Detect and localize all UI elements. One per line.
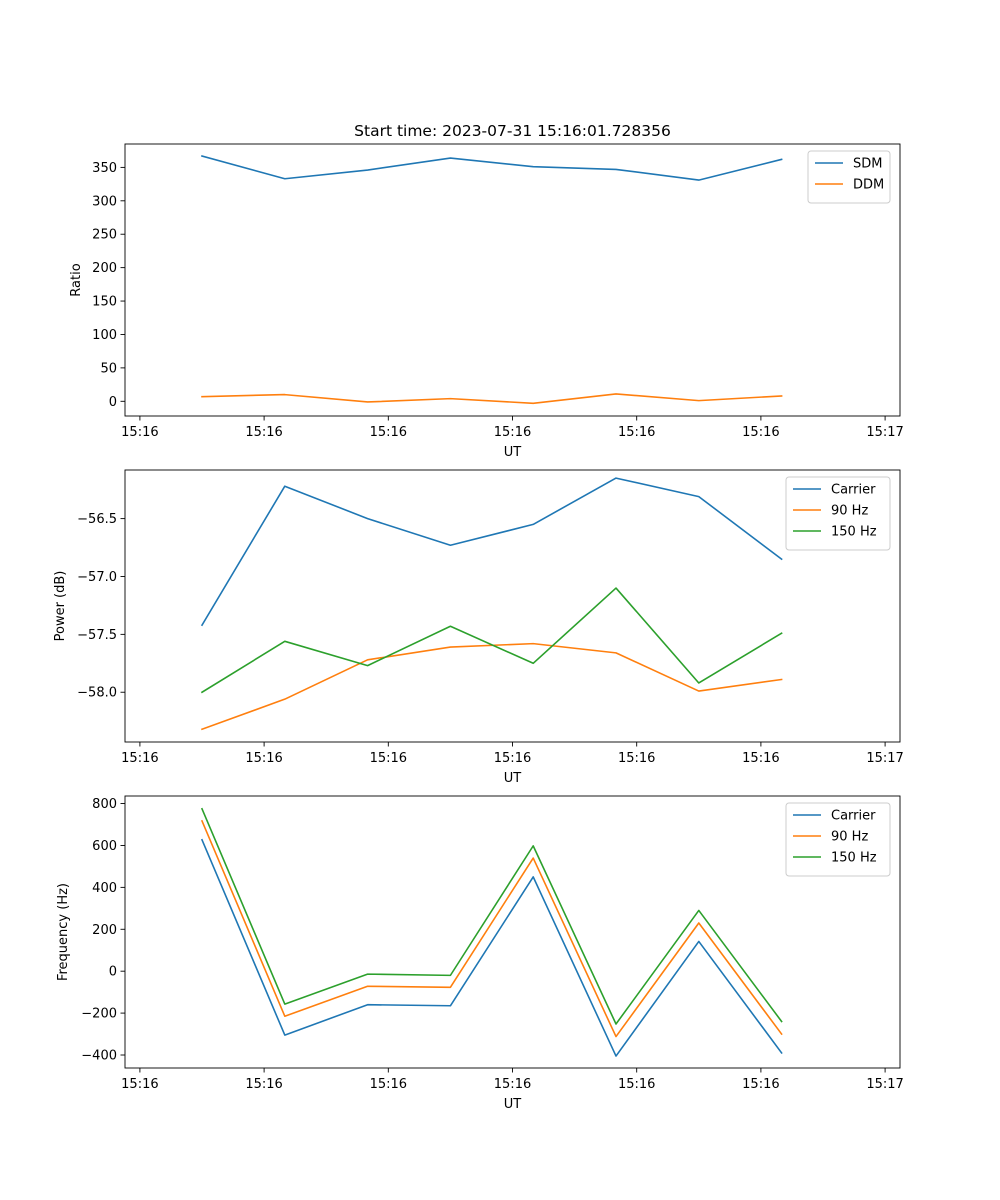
- frequency-legend-label-150-hz: 150 Hz: [831, 851, 877, 866]
- power-legend-label-150-hz: 150 Hz: [831, 525, 877, 540]
- power-legend-label-carrier: Carrier: [831, 483, 876, 498]
- ratio-y-tick-label: 200: [92, 261, 117, 276]
- power-series-line-150-hz: [200, 587, 783, 694]
- frequency-series-line-150-hz: [200, 807, 783, 1025]
- ratio-legend: [807, 150, 891, 204]
- frequency-x-axis-label: UT: [504, 1097, 522, 1112]
- ratio-series-line-sdm: [201, 155, 783, 181]
- ratio-x-tick-label: 15:16: [121, 425, 158, 440]
- frequency-y-tick-label: −400: [81, 1049, 117, 1064]
- power-x-tick-label: 15:16: [245, 751, 282, 766]
- ratio-series-line-ddm: [201, 393, 783, 405]
- ratio-plot-area: [125, 144, 900, 416]
- power-x-tick-label: 15:16: [121, 751, 158, 766]
- figure-title: Start time: 2023-07-31 15:16:01.728356: [354, 122, 671, 140]
- power-series-line-carrier: [200, 477, 783, 627]
- power-legend-label-90-hz: 90 Hz: [831, 504, 868, 519]
- power-x-axis-label: UT: [504, 771, 522, 786]
- ratio-x-tick-label: 15:16: [494, 425, 531, 440]
- ratio-y-tick-label: 100: [92, 328, 117, 343]
- frequency-x-tick-label: 15:17: [866, 1077, 903, 1092]
- power-x-tick-label: 15:16: [494, 751, 531, 766]
- frequency-panel: 15:16 15:16 15:16 15:16 15:16 15:16 15:17 −400 −…: [56, 795, 904, 1112]
- frequency-series-line-90-hz: [200, 819, 783, 1038]
- frequency-x-tick-label: 15:16: [121, 1077, 158, 1092]
- power-panel: 15:16 15:16 15:16 15:16 15:16 15:16 15:17 −58.0…: [53, 469, 904, 786]
- ratio-axes-frame: [124, 143, 901, 417]
- power-y-tick-label: −57.5: [77, 628, 117, 643]
- ratio-x-tick-label: 15:16: [742, 425, 779, 440]
- power-y-tick-label: −58.0: [77, 686, 117, 701]
- ratio-y-tick-label: 0: [109, 395, 117, 410]
- frequency-y-axis-label: Frequency (Hz): [56, 883, 71, 981]
- frequency-legend-label-carrier: Carrier: [831, 809, 876, 824]
- ratio-y-tick-label: 50: [100, 361, 117, 376]
- power-x-tick-label: 15:16: [618, 751, 655, 766]
- ratio-panel: 15:16 15:16 15:16 15:16 15:16 15:16 15:17 0 50 10…: [69, 143, 904, 460]
- ratio-x-tick-label: 15:16: [618, 425, 655, 440]
- ratio-x-axis-label: UT: [504, 445, 522, 460]
- frequency-y-tick-label: 600: [92, 839, 117, 854]
- frequency-x-tick-label: 15:16: [245, 1077, 282, 1092]
- frequency-axes-frame: [124, 795, 901, 1069]
- power-y-axis-label: Power (dB): [53, 571, 68, 642]
- power-y-tick-label: −56.5: [77, 512, 117, 527]
- power-x-tick-label: 15:16: [370, 751, 407, 766]
- ratio-legend-label-sdm: SDM: [853, 157, 882, 172]
- frequency-x-tick-label: 15:16: [742, 1077, 779, 1092]
- frequency-y-tick-label: 400: [92, 881, 117, 896]
- frequency-x-tick-label: 15:16: [370, 1077, 407, 1092]
- ratio-x-tick-label: 15:16: [370, 425, 407, 440]
- ratio-y-tick-label: 150: [92, 295, 117, 310]
- frequency-x-tick-label: 15:16: [618, 1077, 655, 1092]
- power-axes-frame: [124, 469, 901, 743]
- ratio-x-tick-label: 15:17: [866, 425, 903, 440]
- ratio-legend-label-ddm: DDM: [853, 178, 884, 193]
- ratio-y-tick-label: 350: [92, 161, 117, 176]
- power-x-tick-label: 15:17: [866, 751, 903, 766]
- frequency-legend-label-90-hz: 90 Hz: [831, 830, 868, 845]
- power-plot-area: [125, 470, 900, 742]
- power-x-tick-label: 15:16: [742, 751, 779, 766]
- ratio-y-tick-label: 300: [92, 194, 117, 209]
- ratio-x-tick-label: 15:16: [245, 425, 282, 440]
- ratio-y-axis-label: Ratio: [69, 263, 84, 296]
- frequency-y-tick-label: 200: [92, 923, 117, 938]
- frequency-y-tick-label: 800: [92, 797, 117, 812]
- frequency-x-tick-label: 15:16: [494, 1077, 531, 1092]
- frequency-y-tick-label: −200: [81, 1007, 117, 1022]
- frequency-series-line-carrier: [200, 838, 783, 1057]
- frequency-y-tick-label: 0: [109, 965, 117, 980]
- power-y-tick-label: −57.0: [77, 570, 117, 585]
- ratio-y-tick-label: 250: [92, 228, 117, 243]
